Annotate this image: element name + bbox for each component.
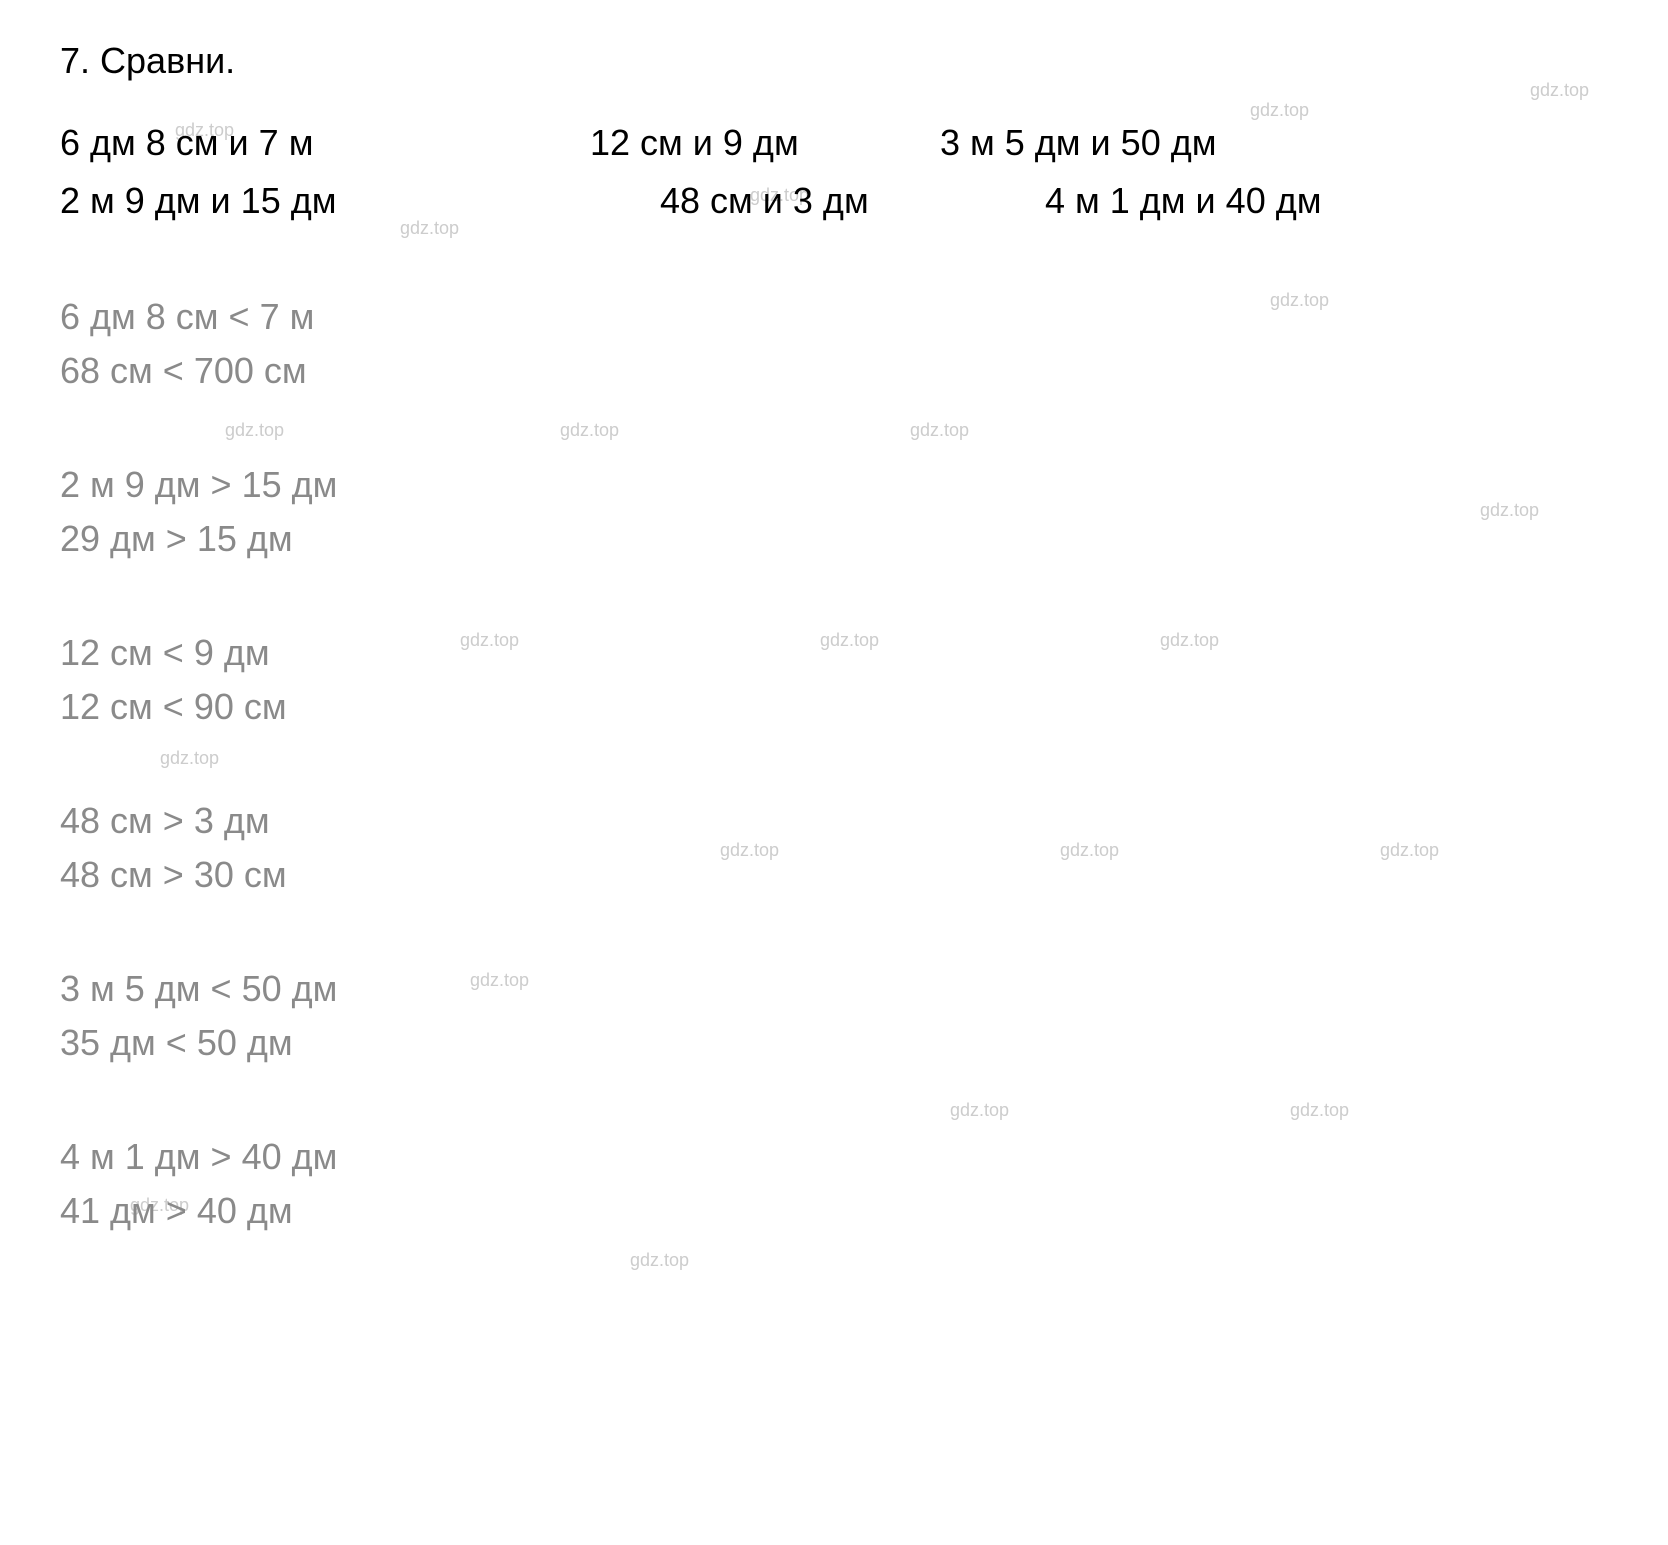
watermark: gdz.top: [560, 420, 619, 441]
answers-section: 6 дм 8 см < 7 м 68 см < 700 см gdz.top g…: [60, 290, 1608, 1238]
answer-group: 12 см < 9 дм 12 см < 90 см: [60, 626, 1608, 734]
watermark: gdz.top: [910, 420, 969, 441]
answer-group: 3 м 5 дм < 50 дм 35 дм < 50 дм: [60, 962, 1608, 1070]
answer-line: 12 см < 9 дм: [60, 626, 1608, 680]
problem-text: 12 см и 9 дм: [590, 122, 799, 164]
answer-line: 4 м 1 дм > 40 дм: [60, 1130, 1608, 1184]
watermark: gdz.top: [225, 420, 284, 441]
answer-line: 48 см > 3 дм: [60, 794, 1608, 848]
answer-line: 41 дм > 40 дм: [60, 1184, 1608, 1238]
answer-group: 2 м 9 дм > 15 дм 29 дм > 15 дм: [60, 458, 1608, 566]
answer-group: 6 дм 8 см < 7 м 68 см < 700 см: [60, 290, 1608, 398]
answer-line: 12 см < 90 см: [60, 680, 1608, 734]
answer-line: 3 м 5 дм < 50 дм: [60, 962, 1608, 1016]
watermark: gdz.top: [1250, 100, 1309, 121]
answer-line: 29 дм > 15 дм: [60, 512, 1608, 566]
watermark: gdz.top: [1530, 80, 1589, 101]
watermark: gdz.top: [160, 748, 219, 769]
answer-line: 35 дм < 50 дм: [60, 1016, 1608, 1070]
answer-line: 48 см > 30 см: [60, 848, 1608, 902]
problem-text: 2 м 9 дм и 15 дм: [60, 180, 336, 222]
document-root: 7. Сравни. gdz.top gdz.top gdz.top 6 дм …: [60, 40, 1608, 1238]
problem-text: 3 м 5 дм и 50 дм: [940, 122, 1216, 164]
answer-group: 4 м 1 дм > 40 дм 41 дм > 40 дм: [60, 1130, 1608, 1238]
problem-text: 4 м 1 дм и 40 дм: [1045, 180, 1321, 222]
answer-line: 6 дм 8 см < 7 м: [60, 290, 1608, 344]
answer-line: 68 см < 700 см: [60, 344, 1608, 398]
watermark: gdz.top: [950, 1100, 1009, 1121]
watermark: gdz.top: [630, 1250, 689, 1271]
answer-line: 2 м 9 дм > 15 дм: [60, 458, 1608, 512]
problem-row-2: 2 м 9 дм и 15 дм 48 см и 3 дм 4 м 1 дм и…: [60, 180, 1608, 230]
answer-group: 48 см > 3 дм 48 см > 30 см: [60, 794, 1608, 902]
watermark: gdz.top: [1290, 1100, 1349, 1121]
problem-text: 48 см и 3 дм: [660, 180, 869, 222]
problem-row-1: 6 дм 8 см и 7 м 12 см и 9 дм 3 м 5 дм и …: [60, 122, 1608, 172]
problem-text: 6 дм 8 см и 7 м: [60, 122, 313, 164]
task-title: 7. Сравни.: [60, 40, 1608, 82]
